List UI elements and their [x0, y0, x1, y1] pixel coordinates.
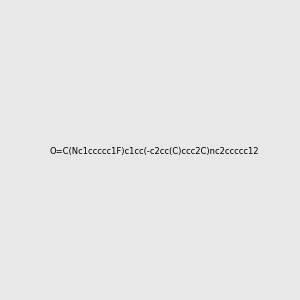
Text: O=C(Nc1ccccc1F)c1cc(-c2cc(C)ccc2C)nc2ccccc12: O=C(Nc1ccccc1F)c1cc(-c2cc(C)ccc2C)nc2ccc… — [49, 147, 259, 156]
